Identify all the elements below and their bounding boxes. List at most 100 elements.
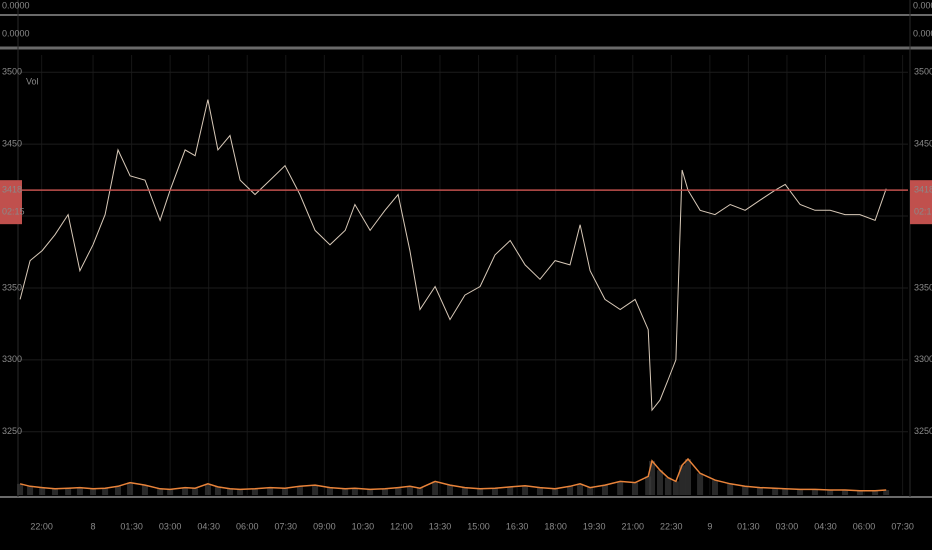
volume-bar [601,485,608,495]
volume-bar [327,487,334,495]
volume-bar [76,487,83,495]
volume-bar [587,487,594,495]
volume-bar [856,490,863,495]
volume-bar [65,488,72,495]
volume-bar [351,488,358,495]
x-tick-label: 03:00 [159,521,182,531]
volume-bar [167,489,174,495]
y-tick-label: 3450 [2,139,22,149]
x-tick-label: 06:00 [853,521,876,531]
volume-bar [772,488,779,495]
volume-bar [237,489,244,495]
volume-bar [685,459,692,495]
volume-bar [381,488,388,495]
indicator-label: 0.0000 [2,28,30,38]
volume-bar [577,483,584,495]
volume-bar [182,487,189,495]
volume-bar [395,487,402,495]
x-tick-label: 22:30 [660,521,683,531]
volume-bar [742,486,749,495]
volume-bar [204,483,211,495]
volume-bar [90,488,97,495]
x-tick-label: 8 [91,521,96,531]
x-tick-label: 04:30 [814,521,837,531]
y-tick-label: 3250 [914,426,932,436]
countdown-label: 02:15 [914,207,932,217]
volume-bar [312,485,319,495]
y-tick-label: 3350 [2,282,22,292]
volume-bar [522,485,529,495]
volume-bar [552,488,559,495]
x-tick-label: 19:30 [583,521,606,531]
x-tick-label: 04:30 [197,521,220,531]
volume-bar [114,486,121,495]
volume-bar [157,488,164,495]
volume-bar [27,486,34,495]
x-tick-label: 09:00 [313,521,336,531]
volume-bar [872,490,879,495]
volume-bar [782,488,789,495]
volume-bar [227,488,234,495]
volume-bar [127,482,134,495]
x-tick-label: 12:00 [390,521,413,531]
volume-bar [214,486,221,495]
volume-bar [842,490,849,495]
x-tick-label: 06:00 [236,521,259,531]
y-tick-label: 3300 [2,354,22,364]
x-tick-label: 03:00 [776,521,799,531]
volume-bar [697,473,704,495]
x-tick-label: 07:30 [275,521,298,531]
volume-bar [406,486,413,495]
x-tick-label: 10:30 [352,521,375,531]
countdown-label: 02:15 [2,207,25,217]
volume-bar [282,488,289,495]
volume-bar [656,470,663,495]
volume-bar [141,485,148,495]
volume-bar [39,487,46,495]
volume-bar [267,487,274,495]
volume-bar [536,487,543,495]
x-tick-label: 16:30 [506,521,529,531]
volume-bar [664,477,671,495]
y-tick-label: 3450 [914,139,932,149]
volume-bar [672,481,679,495]
x-tick-label: 13:30 [429,521,452,531]
volume-bar [416,488,423,495]
y-tick-label: 3500 [914,67,932,77]
volume-line [19,457,887,492]
volume-bar [296,486,303,495]
last-price-label: 3418 [2,185,22,195]
volume-bar [679,465,686,495]
indicator-label: 0.0000 [913,0,932,10]
volume-bar [632,482,639,495]
volume-bar [811,489,818,495]
volume-bar [507,486,514,495]
volume-bar [797,489,804,495]
indicator-label: 0.0000 [913,28,932,38]
volume-label: Vol [26,76,39,86]
volume-bar [432,481,439,495]
y-tick-label: 3250 [2,426,22,436]
volume-bar [883,490,890,495]
x-tick-label: 01:30 [120,521,143,531]
last-price-label: 3418 [914,185,932,195]
volume-bar [342,488,349,495]
volume-bar [727,483,734,495]
y-tick-label: 3500 [2,67,22,77]
volume-bar [251,488,258,495]
volume-bar [52,488,59,495]
volume-bar [756,487,763,495]
y-tick-label: 3300 [914,354,932,364]
volume-bar [17,483,24,495]
x-tick-label: 07:30 [891,521,914,531]
x-tick-label: 21:00 [621,521,644,531]
volume-bar [477,488,484,495]
volume-bar [567,486,574,495]
volume-bar [461,487,468,495]
indicator-label: 0.0000 [2,0,30,10]
x-tick-label: 01:30 [737,521,760,531]
x-tick-label: 9 [707,521,712,531]
price-line [19,99,887,412]
